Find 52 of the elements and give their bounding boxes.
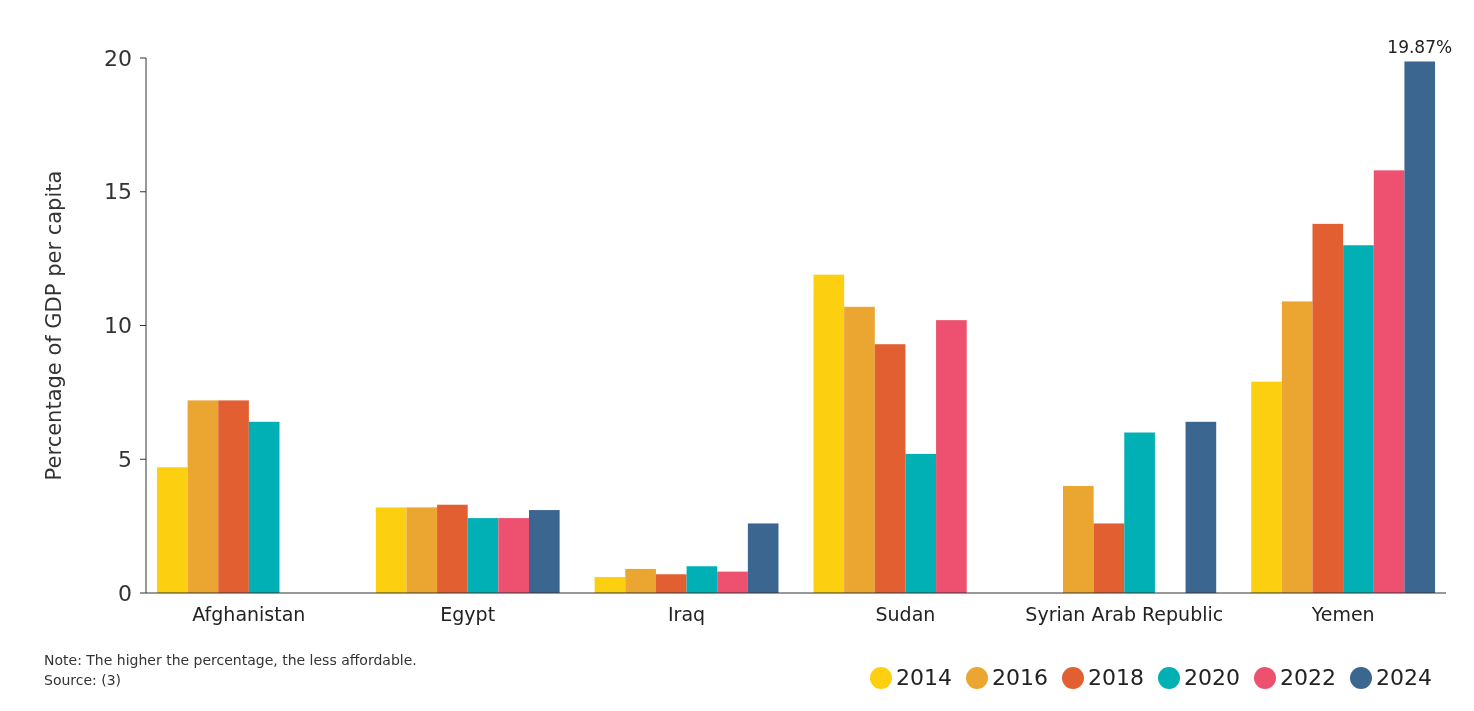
bar — [1063, 486, 1094, 593]
bar — [844, 306, 875, 593]
bar — [1093, 523, 1125, 593]
legend-label: 2016 — [992, 665, 1048, 690]
bar — [1281, 301, 1313, 593]
data-label: 19.87% — [1387, 37, 1453, 58]
bar — [467, 518, 499, 593]
bar — [437, 504, 468, 593]
bar — [156, 467, 188, 593]
text: Note: The higher the percentage, the less affordable. — [44, 652, 417, 668]
bar — [1343, 245, 1374, 593]
bar — [686, 566, 718, 593]
x-tick-label: Egypt — [440, 603, 496, 625]
y-tick-label: 5 — [118, 446, 132, 472]
y-tick-label: 0 — [118, 580, 132, 606]
bar — [375, 507, 407, 593]
bar — [813, 274, 845, 593]
x-tick-label: Afghanistan — [192, 603, 306, 625]
y-tick-label: 15 — [104, 179, 132, 205]
bar — [498, 518, 529, 593]
bar — [874, 344, 906, 593]
bar — [1124, 432, 1155, 593]
legend-label: 2014 — [896, 665, 952, 690]
bar — [218, 400, 249, 593]
y-tick-label: 20 — [104, 45, 132, 71]
y-axis-title: Percentage of GDP per capita — [42, 170, 66, 481]
y-tick-label: 10 — [104, 313, 132, 339]
bar — [529, 510, 560, 593]
bar — [1373, 170, 1405, 593]
bar — [1251, 381, 1282, 593]
bar — [936, 320, 967, 593]
x-tick-label: Iraq — [668, 603, 706, 625]
x-tick-label: Syrian Arab Republic — [1025, 603, 1224, 625]
legend-label: 2022 — [1280, 665, 1336, 690]
bar — [625, 568, 656, 593]
x-tick-label: Yemen — [1310, 603, 1375, 625]
legend-label: 2024 — [1376, 665, 1432, 690]
bar — [248, 421, 280, 593]
bar — [187, 400, 219, 593]
legend-label: 2020 — [1184, 665, 1240, 690]
bar — [747, 523, 779, 593]
bar — [594, 576, 626, 593]
x-tick-label: Sudan — [875, 603, 936, 625]
legend-label: 2018 — [1088, 665, 1144, 690]
bar — [905, 453, 937, 593]
source-note: Source: (3) — [44, 672, 122, 688]
bar — [717, 571, 748, 593]
bar — [406, 507, 438, 593]
bar — [655, 574, 687, 593]
bar — [1312, 223, 1344, 593]
bar — [1404, 61, 1436, 593]
bar — [1185, 421, 1217, 593]
